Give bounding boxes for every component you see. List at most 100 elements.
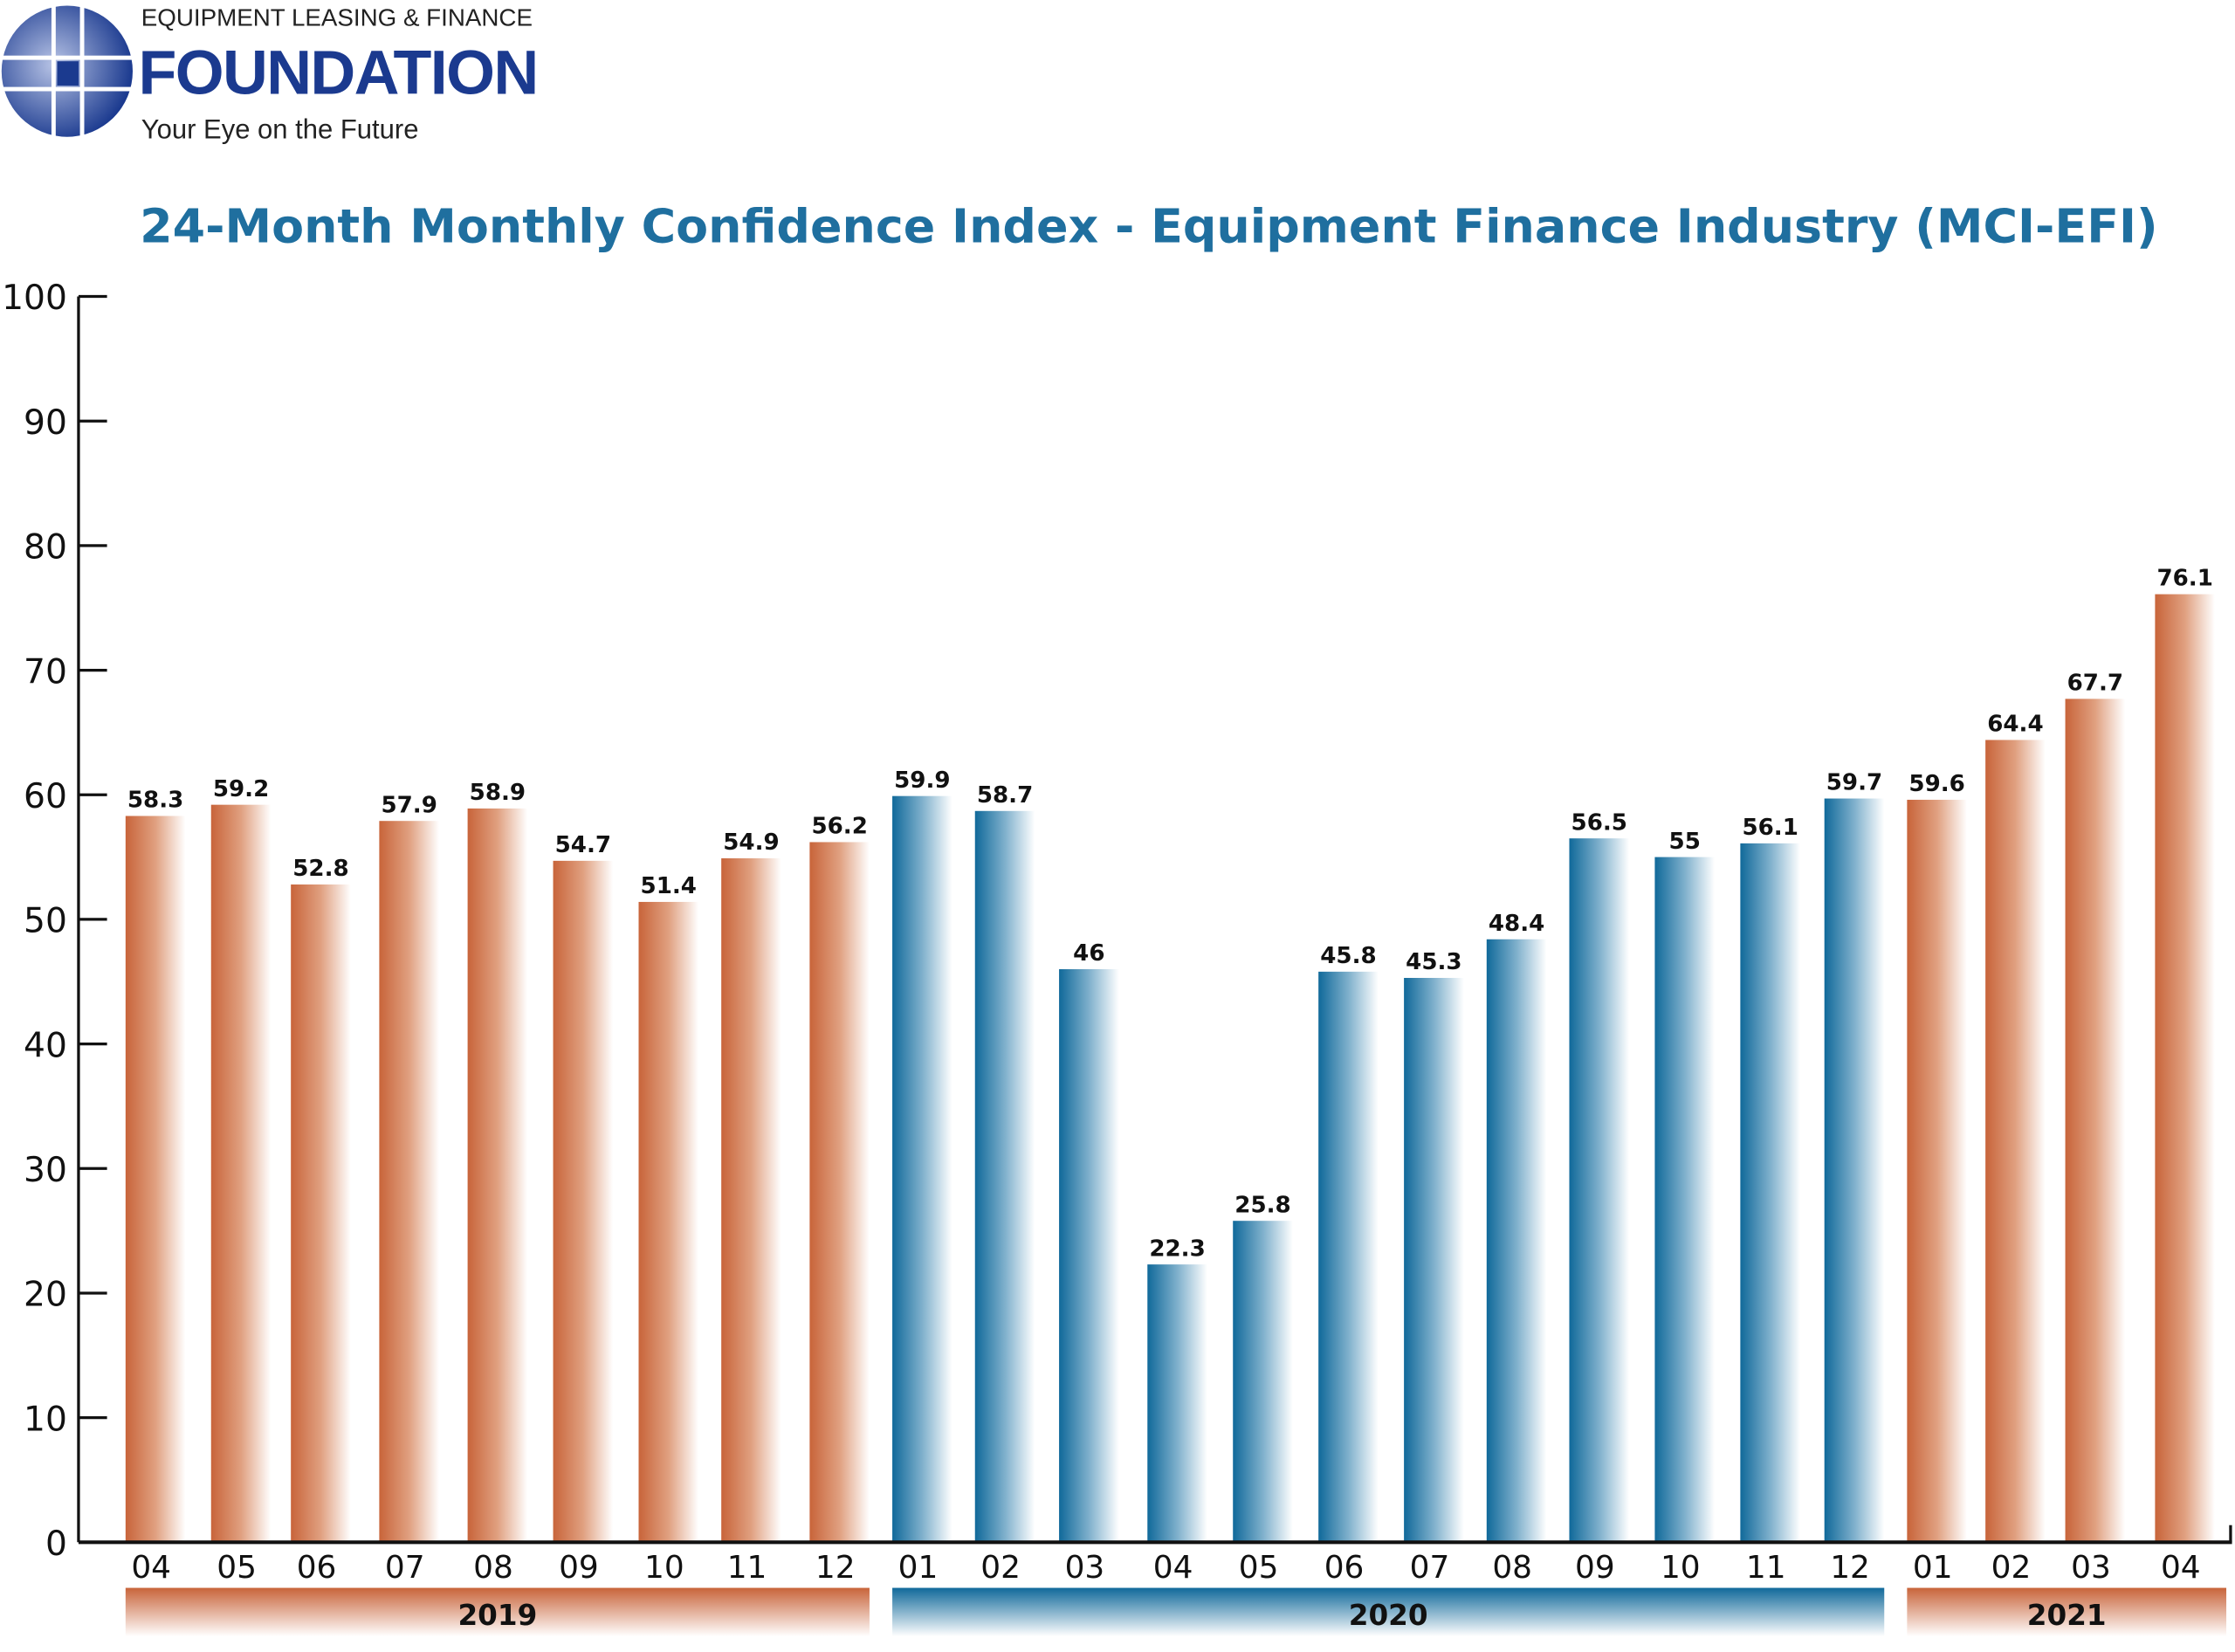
x-axis: 04 05 06 07 08 09 10 11 12 01 02 03 04 05 06 07 08 09 10 11…	[78, 1525, 2232, 1586]
x-tick-label: 07	[1410, 1550, 1450, 1586]
bar	[1654, 857, 1715, 1543]
y-tick-label: 80	[24, 528, 67, 568]
data-label: 58.3	[127, 788, 183, 814]
data-label: 59.6	[1908, 771, 1964, 797]
year-label: 2020	[1349, 1599, 1428, 1632]
chart-title: 24-Month Monthly Confidence Index - Equi…	[140, 199, 2157, 254]
data-label: 45.8	[1320, 943, 1376, 969]
x-tick-label: 06	[1324, 1550, 1365, 1586]
x-tick-label: 12	[815, 1550, 856, 1586]
bar	[125, 816, 186, 1543]
y-tick-label: 100	[2, 279, 67, 318]
bar	[1059, 968, 1119, 1543]
data-label: 22.3	[1149, 1236, 1205, 1262]
x-tick-label: 09	[1575, 1550, 1615, 1586]
y-tick-label: 60	[24, 777, 67, 816]
data-label: 56.5	[1571, 809, 1627, 836]
data-label: 76.1	[2156, 566, 2212, 592]
bar	[1486, 939, 1547, 1543]
x-tick-label: 11	[727, 1550, 767, 1586]
logo-tagline: Your Eye on the Future	[141, 114, 419, 144]
bar	[1985, 740, 2046, 1543]
x-tick-label: 01	[1913, 1550, 1953, 1586]
y-tick-label: 50	[24, 902, 67, 941]
x-tick-label: 05	[217, 1550, 257, 1586]
bar	[2065, 699, 2126, 1543]
bar	[1404, 977, 1464, 1543]
logo-line2: FOUNDATION	[139, 38, 538, 108]
bar	[1824, 798, 1885, 1543]
x-tick-label: 04	[1153, 1550, 1193, 1586]
year-label: 2019	[457, 1599, 537, 1632]
bar	[467, 808, 528, 1543]
data-label: 52.8	[292, 856, 348, 882]
x-tick-label: 02	[1991, 1550, 2032, 1586]
x-tick-label: 01	[898, 1550, 939, 1586]
bar	[1233, 1221, 1293, 1543]
bars: 58.3 59.2 52.8 57.9 58.9 54.7 51.4 54.9 56.2 59.9…	[125, 566, 2215, 1543]
y-tick-label: 0	[45, 1525, 67, 1564]
data-label: 58.7	[977, 782, 1033, 809]
bar	[892, 795, 952, 1543]
x-tick-label: 05	[1239, 1550, 1279, 1586]
x-tick-label: 03	[2071, 1550, 2111, 1586]
data-label: 64.4	[1987, 712, 2043, 738]
year-band	[892, 1587, 1885, 1637]
data-label: 51.4	[641, 873, 697, 899]
x-tick-label: 12	[1830, 1550, 1870, 1586]
x-tick-label: 04	[2161, 1550, 2201, 1586]
x-tick-label: 10	[1661, 1550, 1701, 1586]
y-tick-label: 20	[24, 1276, 67, 1315]
data-label: 54.7	[555, 832, 611, 858]
data-label: 56.2	[811, 814, 867, 840]
bar	[1318, 971, 1379, 1543]
bar	[809, 842, 870, 1543]
bar	[638, 901, 699, 1543]
bar	[721, 858, 781, 1543]
data-label: 48.4	[1489, 911, 1544, 937]
bar	[1147, 1264, 1207, 1543]
y-tick-label: 30	[24, 1151, 67, 1190]
x-tick-label: 03	[1065, 1550, 1105, 1586]
data-label: 67.7	[2067, 671, 2123, 697]
bar	[1740, 843, 1800, 1543]
y-tick-label: 70	[24, 652, 67, 692]
bar	[379, 821, 439, 1543]
bar	[1907, 799, 1967, 1543]
data-label: 46	[1073, 940, 1104, 967]
bar	[2155, 594, 2215, 1543]
data-label: 59.9	[894, 767, 950, 794]
data-label: 54.9	[723, 829, 779, 856]
y-tick-label: 10	[24, 1400, 67, 1439]
year-band	[125, 1587, 870, 1637]
logo-line1: EQUIPMENT LEASING & FINANCE	[141, 3, 533, 31]
data-label: 55	[1669, 829, 1701, 855]
data-label: 45.3	[1406, 949, 1461, 975]
x-tick-label: 08	[1492, 1550, 1532, 1586]
year-bands: 2019 2020 2021	[125, 1587, 2227, 1637]
x-tick-label: 09	[559, 1550, 599, 1586]
x-tick-label: 10	[644, 1550, 684, 1586]
x-tick-label: 07	[385, 1550, 425, 1586]
data-label: 58.9	[470, 780, 526, 806]
data-label: 59.2	[213, 776, 269, 802]
bar	[553, 860, 614, 1543]
x-tick-label: 06	[297, 1550, 337, 1586]
bar	[291, 884, 351, 1543]
globe-icon	[1, 5, 133, 137]
bar	[210, 804, 272, 1543]
year-band	[1907, 1587, 2227, 1637]
data-label: 57.9	[381, 792, 437, 818]
bar	[974, 810, 1035, 1543]
x-tick-label: 04	[131, 1550, 171, 1586]
y-tick-label: 40	[24, 1026, 67, 1065]
x-tick-label: 11	[1746, 1550, 1786, 1586]
data-label: 25.8	[1234, 1192, 1290, 1218]
y-tick-label: 90	[24, 403, 67, 443]
data-label: 59.7	[1826, 770, 1882, 796]
y-axis: 0 10 20 30 40 50 60 70 80 90 100	[2, 279, 107, 1564]
x-tick-label: 08	[473, 1550, 513, 1586]
data-label: 56.1	[1742, 815, 1798, 841]
logo: EQUIPMENT LEASING & FINANCE FOUNDATION Y…	[1, 3, 539, 144]
